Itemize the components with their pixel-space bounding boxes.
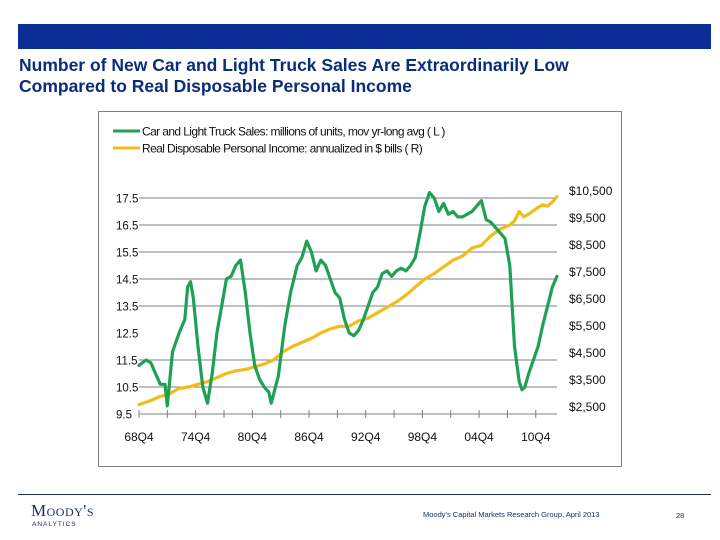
y-left-tick-label: 11.5: [116, 356, 138, 368]
page-number: 28: [676, 511, 685, 520]
x-tick-label: 04Q4: [464, 430, 494, 444]
x-tick-label: 80Q4: [238, 430, 268, 444]
y-left-tick-label: 9.5: [116, 410, 132, 422]
y-right-tick-label: $9,500: [569, 211, 606, 225]
x-tick-label: 74Q4: [181, 430, 211, 444]
y-right-tick-label: $2,500: [569, 400, 606, 414]
y-axis-right: $2,500 $3,500 $4,500 $5,500 $6,500 $7,500 $8,5…: [569, 184, 613, 414]
sales-series-line: [137, 191, 559, 408]
legend-label: Real Disposable Personal Income: annuali…: [142, 142, 423, 156]
y-right-tick-label: $5,500: [569, 319, 606, 333]
y-axis-left: 9.5 10.5 11.5 12.5 13.5 14.5 15.5 16.5 17.5: [116, 194, 138, 422]
y-right-tick-label: $7,500: [569, 265, 606, 279]
y-right-tick-label: $6,500: [569, 292, 606, 306]
x-axis: 68Q4 74Q4 80Q4 86Q4 92Q4 98Q4 04Q4 10Q4: [124, 410, 557, 444]
y-right-tick-label: $3,500: [569, 373, 606, 387]
moodys-logo: Moody's: [31, 501, 95, 520]
header-bar: [18, 24, 711, 49]
x-tick-label: 98Q4: [408, 430, 438, 444]
x-tick-label: 92Q4: [351, 430, 381, 444]
legend: Car and Light Truck Sales: millions of u…: [113, 125, 446, 156]
y-left-tick-label: 13.5: [116, 302, 138, 314]
y-left-tick-label: 17.5: [116, 194, 138, 206]
x-tick-label: 68Q4: [124, 430, 154, 444]
footer-divider: [18, 494, 711, 495]
title-line-2: Compared to Real Disposable Personal Inc…: [19, 76, 412, 96]
series-lines: [137, 191, 559, 408]
title-line-1: Number of New Car and Light Truck Sales …: [19, 55, 569, 75]
y-left-tick-label: 16.5: [116, 221, 138, 233]
y-right-tick-label: $10,500: [569, 184, 613, 198]
footer-source: Moody's Capital Markets Research Group, …: [423, 510, 600, 519]
slide-title: Number of New Car and Light Truck Sales …: [19, 55, 709, 97]
chart-frame: [98, 111, 622, 467]
legend-label: Car and Light Truck Sales: millions of u…: [142, 125, 445, 139]
y-right-tick-label: $8,500: [569, 238, 606, 252]
y-right-tick-label: $4,500: [569, 346, 606, 360]
y-left-tick-label: 12.5: [116, 329, 138, 341]
income-series-line: [137, 195, 559, 407]
analytics-logo-text: ANALYTICS: [32, 521, 77, 528]
y-left-tick-label: 15.5: [116, 248, 138, 260]
gridlines: [139, 197, 557, 388]
y-left-tick-label: 14.5: [116, 275, 138, 287]
y-left-tick-label: 10.5: [116, 383, 138, 395]
x-tick-label: 86Q4: [294, 430, 324, 444]
x-tick-label: 10Q4: [521, 430, 551, 444]
